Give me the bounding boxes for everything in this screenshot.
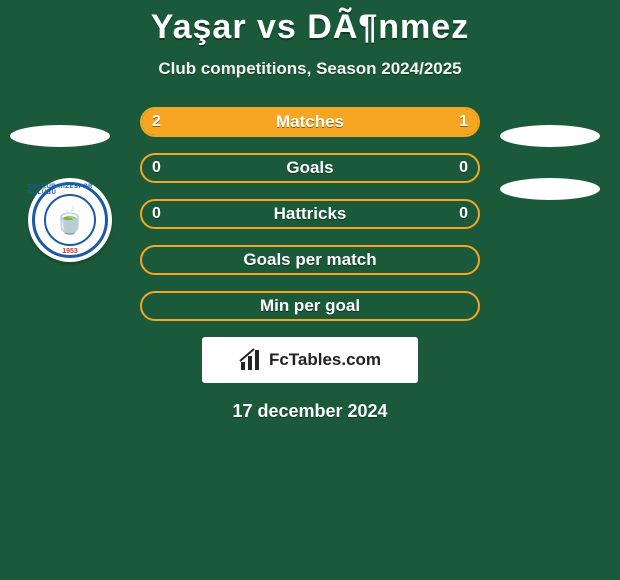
- brand-box: FcTables.com: [202, 337, 418, 383]
- badge-year: 1953: [62, 248, 78, 255]
- stat-row: 0 Hattricks 0: [140, 199, 480, 229]
- bar-chart-icon: [239, 348, 263, 372]
- tea-leaf-icon: 🍵: [54, 207, 86, 233]
- value-left: 0: [152, 159, 161, 177]
- value-left: 2: [152, 113, 161, 131]
- value-right: 0: [459, 205, 468, 223]
- badge-top-text: ÇAYKUR RİZESPOR KULÜBÜ: [28, 184, 112, 196]
- page-subtitle: Club competitions, Season 2024/2025: [0, 59, 620, 79]
- date-text: 17 december 2024: [0, 401, 620, 422]
- stat-label: Goals per match: [243, 250, 376, 270]
- player-left-placeholder: [10, 125, 110, 147]
- stat-row: 2 Matches 1: [140, 107, 480, 137]
- club-right-placeholder: [500, 178, 600, 200]
- stat-row: 0 Goals 0: [140, 153, 480, 183]
- stat-label: Goals: [286, 158, 333, 178]
- club-left-badge: ÇAYKUR RİZESPOR KULÜBÜ 🍵 1953: [28, 178, 112, 262]
- page-title: Yaşar vs DÃ¶nmez: [0, 0, 620, 47]
- stat-label: Matches: [276, 112, 344, 132]
- player-right-placeholder: [500, 125, 600, 147]
- stat-row: Goals per match: [140, 245, 480, 275]
- stats-container: 2 Matches 1 0 Goals 0 0 Hattricks 0 Goals per mat…: [140, 107, 480, 321]
- stat-label: Min per goal: [260, 296, 360, 316]
- stat-row: Min per goal: [140, 291, 480, 321]
- value-left: 0: [152, 205, 161, 223]
- stat-label: Hattricks: [274, 204, 347, 224]
- brand-text: FcTables.com: [269, 350, 381, 370]
- value-right: 1: [459, 113, 468, 131]
- value-right: 0: [459, 159, 468, 177]
